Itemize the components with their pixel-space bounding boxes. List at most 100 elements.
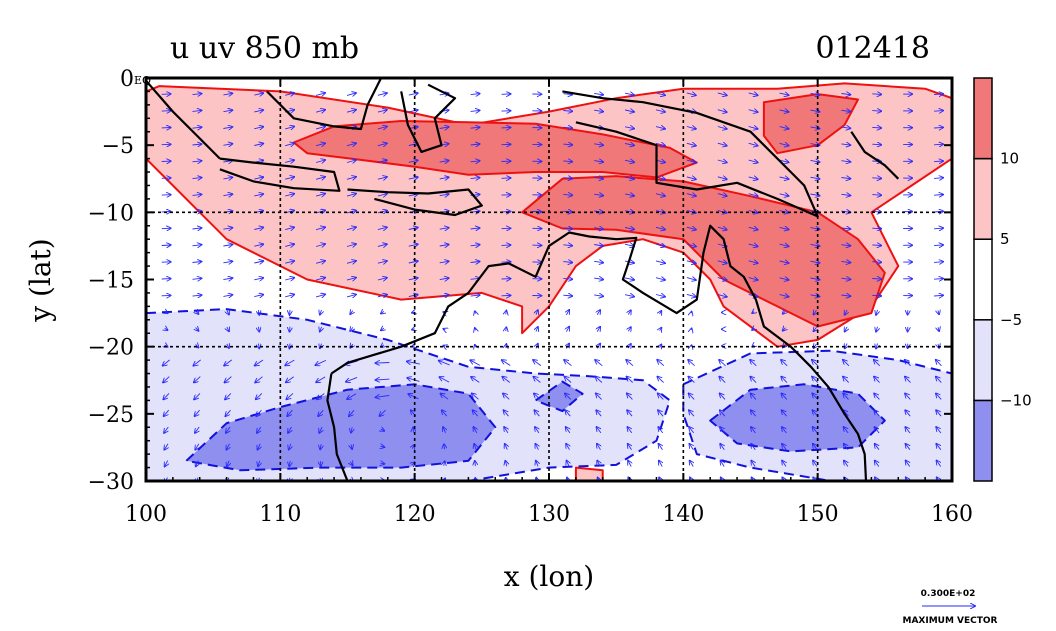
wind-vector: [627, 410, 633, 417]
wind-vector: [844, 427, 849, 434]
wind-vector: [689, 427, 695, 434]
wind-vector: [781, 360, 788, 367]
wind-vector: [872, 262, 881, 263]
wind-vector: [779, 177, 789, 179]
wind-vector: [841, 94, 850, 95]
coastline-australia-west: [326, 373, 349, 481]
wind-vector: [813, 410, 818, 417]
wind-vector: [936, 360, 942, 367]
wind-vector: [315, 294, 325, 297]
wind-vector: [750, 360, 757, 367]
wind-vector: [408, 160, 418, 162]
y-tick-label: −15: [88, 269, 134, 294]
wind-vector: [346, 110, 356, 113]
wind-vector: [346, 261, 356, 264]
grid-layer: [146, 78, 952, 481]
wind-vector: [502, 377, 511, 383]
contour-positive-u-5-small-south: [574, 466, 604, 481]
wind-vector: [408, 194, 418, 196]
wind-vector: [659, 461, 662, 467]
wind-vector: [502, 360, 511, 366]
coastline-sulawesi: [400, 83, 457, 153]
wind-vector: [223, 194, 232, 196]
wind-vector: [875, 461, 879, 467]
wind-vector: [686, 143, 696, 145]
wind-vector: [256, 393, 263, 399]
wind-vector: [408, 177, 418, 179]
wind-vector: [289, 460, 290, 466]
wind-vector: [597, 444, 601, 450]
wind-vector: [872, 245, 881, 246]
wind-vector: [470, 178, 480, 179]
wind-vector: [841, 194, 850, 195]
wind-vector: [658, 427, 662, 434]
wind-vector: [566, 327, 569, 332]
wind-vector: [628, 461, 631, 467]
wind-vector: [748, 177, 758, 179]
wind-vector: [257, 426, 261, 433]
wind-vector: [285, 177, 294, 179]
wind-vector: [625, 295, 634, 297]
wind-vector: [779, 160, 789, 162]
x-tick-label: 150: [797, 502, 839, 527]
wind-vector: [224, 359, 233, 366]
wind-vector: [655, 244, 665, 246]
wind-vector: [594, 278, 603, 279]
wind-vector: [256, 409, 262, 416]
wind-vector: [781, 377, 788, 383]
wind-vector: [407, 378, 420, 382]
wind-vector: [439, 377, 450, 383]
wind-vector: [254, 93, 263, 95]
wind-vector: [717, 194, 727, 197]
wind-vector: [381, 328, 384, 330]
wind-vector: [474, 444, 476, 450]
wind-vector: [810, 194, 820, 196]
wind-vector: [254, 244, 263, 246]
wind-vector: [658, 393, 664, 400]
wind-vector: [660, 328, 662, 331]
wind-vector: [719, 377, 726, 383]
wind-vector-layer: [162, 93, 943, 481]
wind-vector: [655, 227, 665, 229]
wind-vector: [376, 363, 390, 364]
wind-vector: [779, 93, 789, 95]
wind-vector: [936, 444, 941, 450]
wind-vector: [625, 144, 634, 146]
wind-vector: [720, 427, 725, 434]
wind-vector: [596, 393, 602, 400]
wind-vector: [814, 327, 817, 331]
wind-vector: [566, 310, 569, 315]
coastline-sumatra-coast: [146, 79, 221, 160]
wind-vector: [779, 278, 789, 280]
colorbar-swatch: [973, 319, 993, 402]
wind-vector: [192, 127, 202, 128]
wind-vector: [408, 295, 418, 297]
wind-vector: [194, 393, 201, 399]
wind-vector: [813, 461, 817, 467]
colorbar-swatch: [973, 238, 993, 321]
wind-vector: [505, 444, 508, 450]
wind-vector: [346, 177, 356, 180]
wind-vector: [439, 361, 450, 366]
wind-vector: [655, 143, 665, 145]
wind-vector: [841, 161, 850, 162]
wind-vector: [689, 410, 695, 417]
x-tick-label: 110: [259, 502, 301, 527]
wind-vector: [721, 461, 725, 467]
wind-vector: [192, 278, 202, 279]
wind-vector: [936, 393, 942, 400]
wind-vector: [751, 427, 756, 434]
wind-vector: [443, 346, 445, 347]
wind-vector: [194, 376, 201, 383]
wind-vector: [720, 410, 726, 417]
wind-vector: [470, 295, 480, 296]
wind-vector: [227, 327, 229, 331]
wind-vector: [258, 309, 259, 315]
wind-vector: [227, 344, 229, 348]
wind-vector: [874, 427, 880, 434]
wind-vector: [594, 194, 603, 195]
coastline-lesser-sunda: [347, 188, 483, 217]
wind-vector: [223, 177, 232, 179]
wind-vector: [779, 295, 789, 297]
wind-vector: [812, 377, 819, 383]
